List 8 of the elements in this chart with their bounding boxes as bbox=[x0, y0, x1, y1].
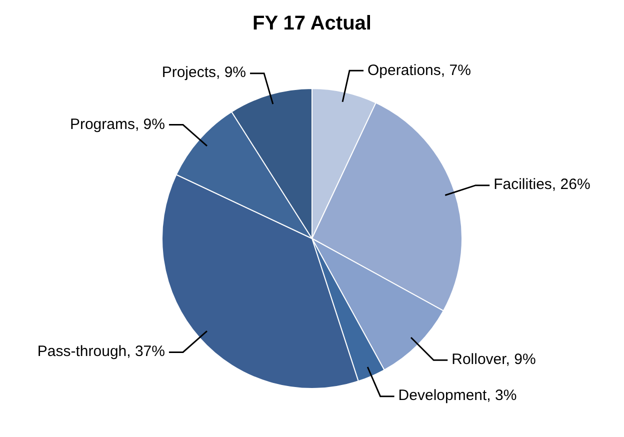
chart-title: FY 17 Actual bbox=[252, 12, 372, 35]
slice-label: Rollover, 9% bbox=[452, 350, 536, 370]
slice-label: Development, 3% bbox=[398, 386, 517, 406]
slice-label: Projects, 9% bbox=[162, 63, 246, 82]
slice-label: Programs, 9% bbox=[70, 114, 165, 134]
slice-label: Operations, 7% bbox=[368, 60, 471, 80]
slice-label: Facilities, 26% bbox=[494, 175, 590, 194]
slice-label: Pass-through, 37% bbox=[37, 342, 165, 362]
